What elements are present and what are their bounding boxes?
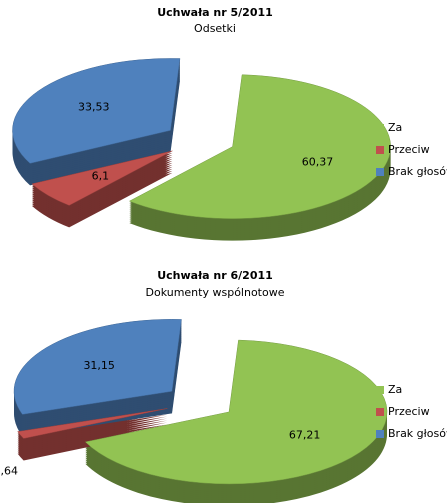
data-label: 6,1 — [92, 170, 110, 183]
slice — [31, 150, 173, 206]
slice — [12, 58, 181, 164]
legend-label: Brak głosów — [388, 427, 447, 440]
legend-label: Przeciw — [388, 143, 430, 156]
slice-side — [17, 416, 168, 447]
slice-side — [17, 418, 168, 449]
legend-marker — [376, 430, 384, 438]
slice-side — [17, 412, 168, 443]
legend-marker — [376, 124, 384, 132]
legend-marker — [376, 146, 384, 154]
legend-label: Przeciw — [388, 405, 430, 418]
chart-title: Uchwała nr 5/2011 — [157, 6, 273, 19]
legend-marker — [376, 168, 384, 176]
chart-2: Uchwała nr 6/2011 Dokumenty wspólnotowe … — [0, 269, 447, 503]
slice — [84, 339, 388, 485]
data-label: 67,21 — [289, 429, 321, 442]
legend-label: Brak głosów — [388, 165, 447, 178]
legend-label: Za — [388, 121, 402, 134]
data-label: 31,15 — [83, 359, 115, 372]
slice — [17, 408, 168, 439]
data-label: 60,37 — [302, 155, 334, 168]
legend-marker — [376, 386, 384, 394]
legend-label: Za — [388, 383, 402, 396]
chart-subtitle: Dokumenty wspólnotowe — [146, 286, 285, 299]
chart-subtitle: Odsetki — [194, 22, 236, 35]
slice-side — [17, 422, 168, 453]
slice — [13, 319, 182, 415]
legend-marker — [376, 408, 384, 416]
slice-side — [17, 414, 168, 445]
data-label: 1,64 — [0, 465, 18, 478]
slice-side — [17, 420, 168, 451]
chart-1: Uchwała nr 5/2011 Odsetki 60,37 6,1 33,53 Z… — [12, 6, 447, 241]
slice-side — [17, 424, 168, 455]
data-label: 33,53 — [78, 101, 110, 114]
chart-title: Uchwała nr 6/2011 — [157, 269, 273, 282]
